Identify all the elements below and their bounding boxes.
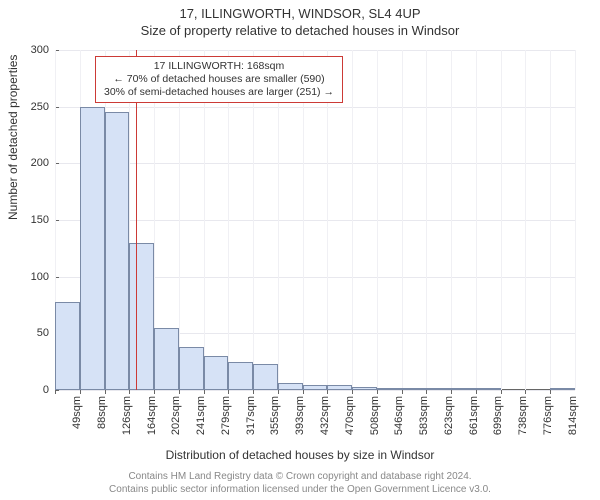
x-tick-label: 776sqm [542, 396, 554, 435]
x-tick-mark [154, 390, 155, 394]
gridline-v [525, 50, 526, 390]
histogram-bar [154, 328, 179, 390]
y-tick-label: 300 [31, 44, 55, 56]
histogram-bar [204, 356, 229, 390]
x-tick-mark [105, 390, 106, 394]
histogram-bar [377, 388, 402, 390]
histogram-bar [278, 383, 303, 390]
gridline-h [55, 107, 575, 108]
x-tick-label: 393sqm [294, 396, 306, 435]
x-tick-mark [550, 390, 551, 394]
x-tick-mark [228, 390, 229, 394]
histogram-bar [352, 387, 377, 390]
x-tick-label: 49sqm [71, 396, 83, 429]
gridline-v [352, 50, 353, 390]
gridline-v [550, 50, 551, 390]
x-tick-label: 814sqm [567, 396, 579, 435]
footer-line-2: Contains public sector information licen… [0, 483, 600, 496]
x-tick-label: 241sqm [195, 396, 207, 435]
x-tick-mark [327, 390, 328, 394]
gridline-h [55, 220, 575, 221]
plot-area: 05010015020025030049sqm88sqm126sqm164sqm… [55, 50, 575, 390]
annotation-line-2: ← 70% of detached houses are smaller (59… [104, 73, 334, 86]
histogram-bar [179, 347, 204, 390]
gridline-h [55, 390, 575, 391]
y-tick-label: 250 [31, 101, 55, 113]
histogram-bar [303, 385, 328, 390]
gridline-v [476, 50, 477, 390]
x-tick-label: 432sqm [319, 396, 331, 435]
x-tick-label: 355sqm [269, 396, 281, 435]
gridline-h [55, 163, 575, 164]
x-tick-label: 738sqm [517, 396, 529, 435]
histogram-bar [327, 385, 352, 390]
x-tick-label: 279sqm [220, 396, 232, 435]
x-tick-label: 126sqm [121, 396, 133, 435]
x-tick-label: 88sqm [96, 396, 108, 429]
gridline-v [501, 50, 502, 390]
x-tick-label: 317sqm [245, 396, 257, 435]
x-tick-mark [451, 390, 452, 394]
y-tick-label: 200 [31, 157, 55, 169]
x-tick-label: 583sqm [418, 396, 430, 435]
gridline-v [402, 50, 403, 390]
x-tick-mark [377, 390, 378, 394]
chart-title-main: 17, ILLINGWORTH, WINDSOR, SL4 4UP [0, 0, 600, 21]
gridline-v [426, 50, 427, 390]
histogram-bar [476, 388, 501, 390]
histogram-bar [451, 388, 476, 390]
x-tick-label: 699sqm [492, 396, 504, 435]
x-tick-mark [303, 390, 304, 394]
annotation-line-3: 30% of semi-detached houses are larger (… [104, 86, 334, 99]
histogram-bar [253, 364, 278, 390]
gridline-v [377, 50, 378, 390]
x-tick-mark [476, 390, 477, 394]
x-tick-label: 164sqm [146, 396, 158, 435]
x-tick-label: 661sqm [468, 396, 480, 435]
y-tick-label: 50 [37, 327, 55, 339]
histogram-bar [550, 388, 575, 390]
x-tick-mark [204, 390, 205, 394]
gridline-h [55, 50, 575, 51]
x-tick-mark [80, 390, 81, 394]
x-tick-label: 508sqm [369, 396, 381, 435]
y-tick-label: 0 [43, 384, 55, 396]
y-tick-label: 100 [31, 271, 55, 283]
histogram-bar [80, 107, 105, 390]
x-tick-mark [55, 390, 56, 394]
histogram-bar [129, 243, 154, 390]
x-tick-mark [402, 390, 403, 394]
gridline-v [451, 50, 452, 390]
x-tick-mark [426, 390, 427, 394]
gridline-v [575, 50, 576, 390]
x-tick-label: 470sqm [344, 396, 356, 435]
annotation-box: 17 ILLINGWORTH: 168sqm← 70% of detached … [95, 56, 343, 103]
x-tick-mark [501, 390, 502, 394]
histogram-bar [55, 302, 80, 390]
histogram-bar [105, 112, 130, 390]
histogram-bar [228, 362, 253, 390]
x-tick-label: 202sqm [170, 396, 182, 435]
annotation-line-1: 17 ILLINGWORTH: 168sqm [104, 60, 334, 73]
x-tick-mark [352, 390, 353, 394]
histogram-bar [426, 388, 451, 390]
x-tick-mark [525, 390, 526, 394]
footer-line-1: Contains HM Land Registry data © Crown c… [0, 470, 600, 483]
footer-attribution: Contains HM Land Registry data © Crown c… [0, 470, 600, 496]
x-tick-label: 623sqm [443, 396, 455, 435]
histogram-bar [402, 388, 427, 390]
y-tick-label: 150 [31, 214, 55, 226]
x-tick-mark [253, 390, 254, 394]
x-tick-mark [129, 390, 130, 394]
x-tick-label: 546sqm [393, 396, 405, 435]
x-tick-mark [278, 390, 279, 394]
chart-title-sub: Size of property relative to detached ho… [0, 21, 600, 38]
x-tick-mark [179, 390, 180, 394]
y-axis-label: Number of detached properties [6, 55, 20, 220]
x-axis-label: Distribution of detached houses by size … [0, 448, 600, 462]
chart-area: 05010015020025030049sqm88sqm126sqm164sqm… [55, 50, 575, 390]
